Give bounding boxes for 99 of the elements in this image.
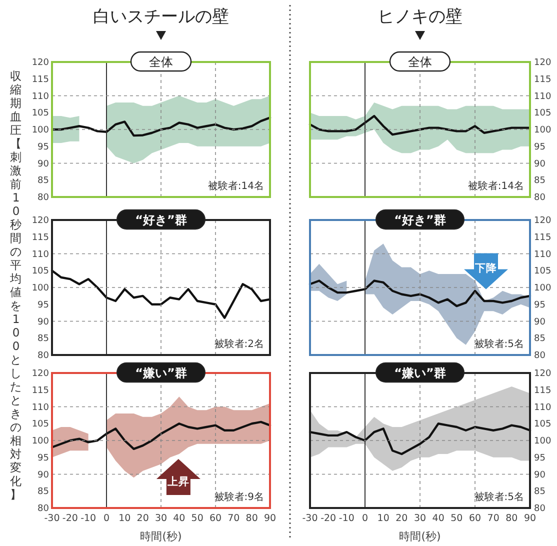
y-tick-label: 80: [38, 193, 50, 203]
y-tick-label: 90: [38, 470, 50, 480]
y-tick-label: 80: [534, 193, 546, 203]
y-tick-label: 115: [534, 74, 552, 85]
y-tick-label: 100: [32, 284, 50, 294]
y-tick-label: 85: [38, 176, 49, 186]
chart-title: ヒノキの壁: [378, 7, 462, 27]
chart-subtitle: 全体: [408, 55, 432, 69]
y-tick-label: 100: [534, 126, 552, 136]
chart-title: 白いスチールの壁: [93, 7, 229, 27]
x-tick-label: 80: [506, 513, 518, 524]
y-tick-label: 105: [534, 420, 552, 430]
x-tick-label: -30: [302, 513, 318, 524]
x-tick-label: 70: [228, 513, 240, 524]
x-tick-label: -30: [44, 513, 60, 524]
y-tick-label: 110: [32, 250, 50, 260]
x-tick-label: 30: [154, 513, 168, 524]
y-tick-label: 120: [534, 369, 552, 379]
x-tick-label: -20: [320, 513, 336, 524]
y-tick-label: 115: [32, 232, 49, 243]
y-tick-label: 110: [32, 402, 50, 413]
x-axis-title: 時間(秒): [140, 530, 182, 543]
annotation: 上昇: [166, 475, 190, 488]
x-tick-label: 30: [414, 513, 426, 524]
x-tick-label: 60: [209, 513, 222, 524]
y-tick-label: 90: [38, 317, 50, 328]
y-tick-label: 85: [534, 176, 546, 186]
x-tick-label: 50: [191, 513, 204, 524]
x-tick-label: 0: [362, 513, 368, 524]
x-tick-label: 70: [487, 513, 500, 524]
y-tick-label: 105: [32, 108, 49, 119]
annotation: 被験者:9名: [214, 491, 264, 503]
y-tick-label: 100: [534, 436, 552, 446]
y-tick-label: 100: [32, 436, 50, 446]
chart-subtitle: “好き”群: [394, 213, 446, 227]
y-tick-label: 115: [32, 386, 49, 396]
y-tick-label: 90: [534, 317, 546, 328]
chart-subtitle: 全体: [149, 55, 173, 69]
x-tick-label: 20: [396, 513, 408, 524]
chart-subtitle: “嫌い”群: [394, 366, 446, 380]
y-tick-label: 85: [534, 487, 546, 498]
x-tick-label: 90: [264, 513, 276, 524]
x-tick-label: 50: [450, 513, 463, 524]
y-tick-label: 110: [32, 92, 50, 102]
y-tick-label: 95: [534, 142, 546, 152]
annotation: 被験者:5名: [474, 338, 524, 350]
chart-subtitle: “嫌い”群: [135, 366, 187, 380]
y-tick-label: 95: [534, 300, 546, 310]
y-tick-label: 80: [38, 351, 50, 361]
y-tick-label: 90: [534, 159, 546, 170]
y-tick-label: 110: [534, 402, 552, 413]
y-tick-label: 105: [534, 108, 552, 119]
text: 収縮期血圧【刺激前10秒間の平均値を100としたときの相対変化】: [10, 68, 22, 502]
annotation: 被験者:2名: [214, 338, 264, 350]
annotation: 被験者:5名: [474, 491, 524, 503]
y-tick-label: 110: [534, 92, 552, 102]
x-tick-label: -20: [62, 513, 78, 524]
x-tick-label: -10: [338, 513, 354, 524]
x-tick-label: 40: [173, 513, 186, 524]
annotation: 被験者:14名: [468, 180, 524, 192]
y-tick-label: 90: [534, 470, 546, 480]
y-tick-label: 110: [534, 250, 552, 260]
x-tick-label: 80: [246, 513, 258, 524]
y-tick-label: 105: [32, 266, 49, 277]
y-tick-label: 120: [534, 58, 552, 68]
y-tick-label: 105: [32, 420, 49, 430]
y-tick-label: 115: [534, 232, 552, 243]
y-tick-label: 95: [38, 300, 49, 310]
y-tick-label: 120: [32, 369, 50, 379]
y-tick-label: 80: [534, 351, 546, 361]
y-tick-label: 90: [38, 159, 50, 170]
y-tick-label: 85: [38, 487, 49, 498]
y-tick-label: 85: [534, 334, 546, 344]
y-tick-label: 105: [534, 266, 552, 277]
x-tick-label: 90: [524, 513, 536, 524]
x-tick-label: 20: [136, 513, 149, 524]
chart-subtitle: “好き”群: [135, 213, 187, 227]
x-tick-label: 10: [118, 513, 131, 524]
y-tick-label: 100: [534, 284, 552, 294]
y-tick-label: 120: [32, 216, 50, 226]
y-tick-label: 95: [534, 453, 546, 464]
annotation: 下降: [474, 261, 498, 274]
y-tick-label: 115: [32, 74, 49, 85]
y-tick-label: 100: [32, 126, 50, 136]
x-tick-label: 0: [103, 513, 110, 524]
x-axis-title: 時間(秒): [399, 530, 441, 543]
y-tick-label: 95: [38, 142, 49, 152]
y-tick-label: 120: [32, 58, 50, 68]
y-tick-label: 95: [38, 453, 49, 464]
x-tick-label: 10: [377, 513, 390, 524]
x-tick-label: 60: [468, 513, 482, 524]
y-tick-label: 115: [534, 386, 552, 396]
x-tick-label: -10: [80, 513, 96, 524]
y-tick-label: 80: [38, 504, 50, 514]
x-tick-label: 40: [432, 513, 444, 524]
annotation: 被験者:14名: [208, 180, 264, 192]
y-tick-label: 85: [38, 334, 49, 344]
y-tick-label: 120: [534, 216, 552, 226]
y-tick-label: 80: [534, 504, 546, 514]
